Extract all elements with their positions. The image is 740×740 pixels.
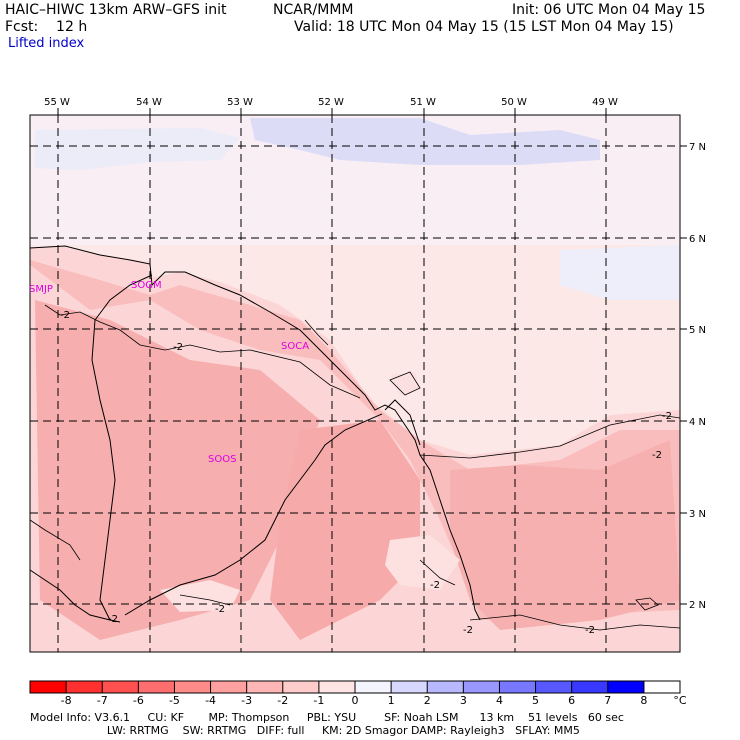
lon-label-51w: 51 W bbox=[410, 97, 436, 108]
station-smjp: SMJP bbox=[29, 284, 53, 295]
contour-lines bbox=[29, 304, 681, 631]
colorbar-swatch bbox=[66, 681, 103, 693]
colorbar-tick-label: 1 bbox=[388, 694, 395, 707]
latitude-labels: 7 N 6 N 5 N 4 N 3 N 2 N bbox=[689, 142, 706, 611]
lat-label-5n: 5 N bbox=[689, 325, 706, 336]
colorbar-swatch bbox=[499, 681, 537, 693]
model-info-line-1: Model Info: V3.6.1 CU: KF MP: Thompson P… bbox=[30, 711, 624, 724]
colorbar-tick-label: 3 bbox=[460, 694, 467, 707]
forecast-hour: Fcst: 12 h bbox=[5, 19, 88, 35]
colorbar-swatch bbox=[102, 681, 139, 693]
lon-label-49w: 49 W bbox=[592, 97, 618, 108]
strong-negative-li-east bbox=[450, 440, 680, 630]
contour-label: -2 bbox=[463, 625, 473, 636]
colorbar-swatch bbox=[246, 681, 284, 693]
colorbar-swatch bbox=[355, 681, 392, 693]
init-time: Init: 06 UTC Mon 04 May 15 bbox=[512, 2, 706, 18]
contour-label: -2 bbox=[662, 411, 672, 422]
positive-li-area bbox=[250, 118, 600, 165]
organization-label: NCAR/MMM bbox=[273, 2, 354, 18]
colorbar-tick-label: -1 bbox=[313, 694, 324, 707]
contour-label: -2 bbox=[60, 310, 70, 321]
colorbar-swatch bbox=[210, 681, 248, 693]
colorbar-swatch bbox=[571, 681, 609, 693]
political-borders bbox=[29, 274, 383, 623]
model-title: HAIC–HIWC 13km ARW–GFS init bbox=[5, 2, 227, 18]
contour-label: -2 bbox=[652, 450, 662, 461]
colorbar-tick-label: 2 bbox=[424, 694, 431, 707]
colorbar-tick-label: -6 bbox=[133, 694, 144, 707]
colorbar-tick-label: -3 bbox=[241, 694, 252, 707]
colorbar-tick-label: -8 bbox=[61, 694, 72, 707]
lon-label-50w: 50 W bbox=[501, 97, 527, 108]
lat-label-6n: 6 N bbox=[689, 234, 706, 245]
lon-label-54w: 54 W bbox=[136, 97, 162, 108]
colorbar-swatch bbox=[535, 681, 573, 693]
colorbar-tick-label: 8 bbox=[640, 694, 647, 707]
colorbar-tick-label: 4 bbox=[496, 694, 503, 707]
colorbar-swatch bbox=[138, 681, 175, 693]
contour-value-labels: -2 -2 -2 -2 -2 -2 -2 -2 -2 bbox=[60, 310, 672, 636]
colorbar-tick-label: -4 bbox=[205, 694, 216, 707]
colorbar-labels: -8 -7 -6 -5 -4 -3 -2 -1 0 1 2 3 4 5 6 7 8 bbox=[61, 694, 648, 707]
colorbar-tick-label: -2 bbox=[277, 694, 288, 707]
colorbar bbox=[29, 680, 681, 694]
station-sogm: SOGM bbox=[131, 280, 162, 291]
colorbar-tick-label: 7 bbox=[604, 694, 611, 707]
contour-label: -2 bbox=[215, 604, 225, 615]
colorbar-swatch bbox=[391, 681, 428, 693]
contour-label: -2 bbox=[585, 625, 595, 636]
colorbar-swatch bbox=[427, 681, 464, 693]
lat-lon-grid bbox=[30, 115, 680, 652]
lon-label-55w: 55 W bbox=[44, 97, 70, 108]
contour-label: -2 bbox=[173, 342, 183, 353]
lon-label-53w: 53 W bbox=[227, 97, 253, 108]
colorbar-swatch bbox=[463, 681, 500, 693]
contour-label: -2 bbox=[108, 614, 118, 625]
colorbar-unit: °C bbox=[673, 694, 687, 707]
colorbar-swatch bbox=[282, 681, 320, 693]
colorbar-swatch bbox=[174, 681, 212, 693]
colorbar-tick-label: 0 bbox=[352, 694, 359, 707]
station-soca: SOCA bbox=[281, 341, 309, 352]
colorbar-tick-label: 5 bbox=[532, 694, 539, 707]
contour-label: -2 bbox=[430, 580, 440, 591]
colorbar-tick-label: -7 bbox=[97, 694, 108, 707]
colorbar-tick-label: -5 bbox=[169, 694, 180, 707]
colorbar-tick-label: 6 bbox=[568, 694, 575, 707]
axis-ticks bbox=[57, 108, 687, 605]
lat-label-3n: 3 N bbox=[689, 509, 706, 520]
station-soos: SOOS bbox=[208, 454, 236, 465]
positive-li-area-east bbox=[560, 245, 680, 300]
station-labels: SMJP SOGM SOCA SOOS bbox=[29, 280, 309, 465]
strong-negative-li-central bbox=[270, 420, 420, 640]
longitude-labels: 55 W 54 W 53 W 52 W 51 W 50 W 49 W bbox=[44, 97, 618, 108]
colorbar-swatch bbox=[30, 681, 67, 693]
lat-label-2n: 2 N bbox=[689, 600, 706, 611]
valid-time: Valid: 18 UTC Mon 04 May 15 (15 LST Mon … bbox=[294, 19, 674, 35]
model-info-line-2: LW: RRTMG SW: RRTMG DIFF: full KM: 2D Sm… bbox=[30, 724, 580, 737]
strong-negative-li-west bbox=[35, 300, 320, 640]
colorbar-swatch bbox=[607, 681, 645, 693]
lat-label-4n: 4 N bbox=[689, 417, 706, 428]
coastline bbox=[29, 245, 481, 621]
colorbar-swatch bbox=[318, 681, 356, 693]
lat-label-7n: 7 N bbox=[689, 142, 706, 153]
lon-label-52w: 52 W bbox=[318, 97, 344, 108]
map-frame bbox=[29, 114, 681, 653]
field-name: Lifted index bbox=[8, 36, 85, 51]
weak-pocket-3 bbox=[390, 372, 420, 395]
positive-li-area-west bbox=[35, 128, 240, 170]
